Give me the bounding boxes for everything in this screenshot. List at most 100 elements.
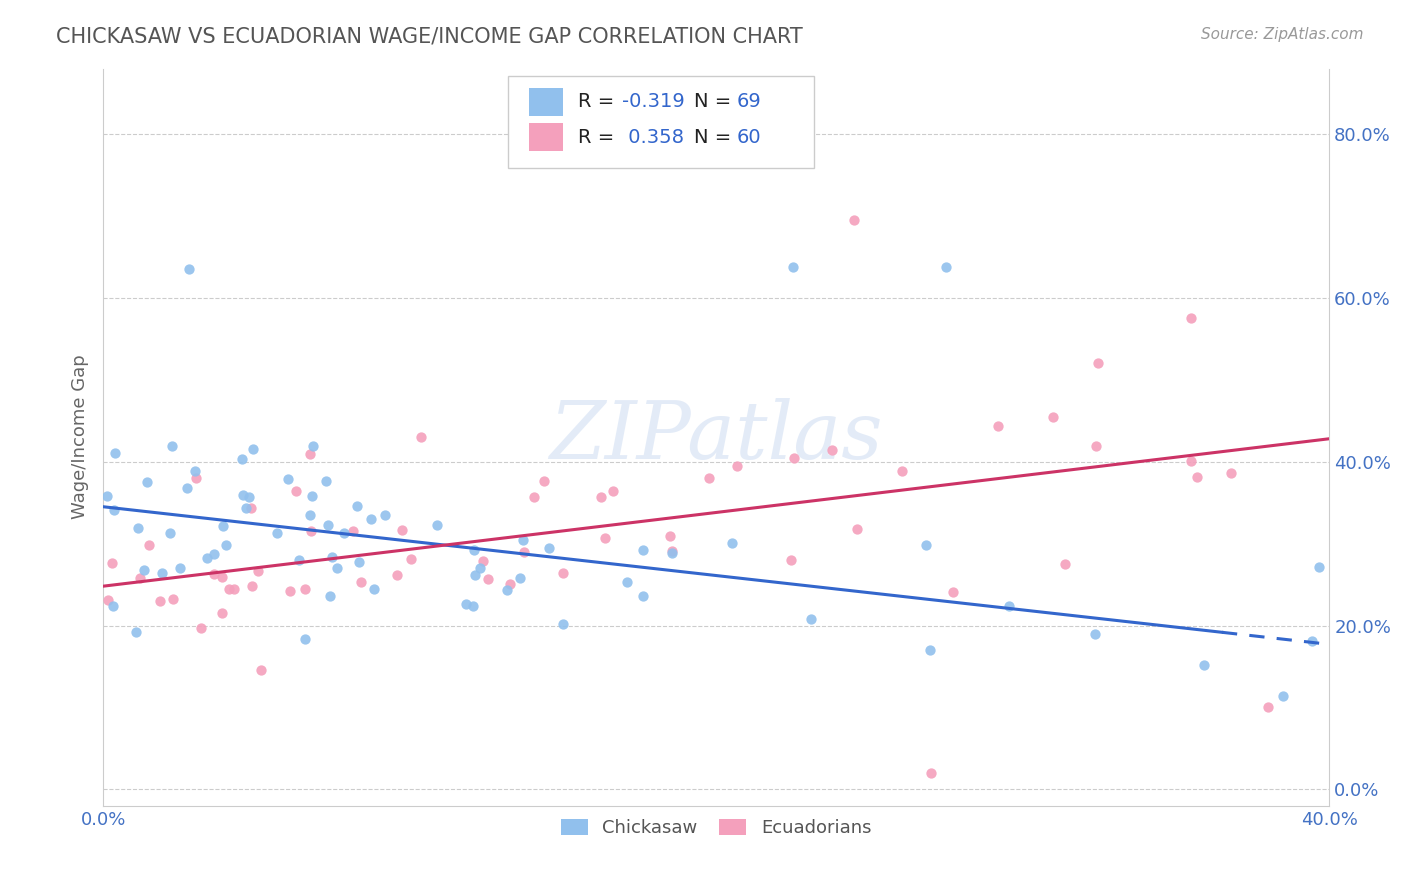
Point bbox=[553, 616, 575, 631]
Point bbox=[1257, 700, 1279, 714]
Point bbox=[633, 542, 655, 557]
Point bbox=[1220, 466, 1243, 480]
Point bbox=[1271, 690, 1294, 704]
Point bbox=[1180, 454, 1202, 468]
Point bbox=[149, 594, 172, 608]
Point bbox=[658, 529, 681, 543]
Point bbox=[301, 489, 323, 503]
Point bbox=[235, 500, 257, 515]
Text: Source: ZipAtlas.com: Source: ZipAtlas.com bbox=[1201, 27, 1364, 42]
FancyBboxPatch shape bbox=[529, 123, 562, 151]
Text: 0.358: 0.358 bbox=[621, 128, 683, 146]
Point bbox=[523, 490, 546, 504]
Point bbox=[551, 566, 574, 580]
Point bbox=[363, 582, 385, 597]
Point bbox=[138, 538, 160, 552]
Point bbox=[513, 545, 536, 559]
Point bbox=[595, 531, 617, 545]
Point bbox=[150, 566, 173, 581]
Point bbox=[347, 555, 370, 569]
Point bbox=[103, 503, 125, 517]
Point bbox=[890, 464, 912, 478]
Point bbox=[346, 499, 368, 513]
Text: R =: R = bbox=[578, 92, 620, 112]
Point bbox=[315, 475, 337, 489]
Point bbox=[914, 537, 936, 551]
Point bbox=[299, 524, 322, 538]
Point bbox=[631, 589, 654, 603]
Point bbox=[250, 663, 273, 677]
Point bbox=[97, 593, 120, 607]
Point bbox=[162, 592, 184, 607]
Point bbox=[231, 451, 253, 466]
Point bbox=[184, 464, 207, 478]
Point bbox=[468, 561, 491, 575]
Point bbox=[1084, 439, 1107, 453]
Y-axis label: Wage/Income Gap: Wage/Income Gap bbox=[72, 355, 89, 519]
Point bbox=[246, 564, 269, 578]
Legend: Chickasaw, Ecuadorians: Chickasaw, Ecuadorians bbox=[554, 812, 879, 845]
FancyBboxPatch shape bbox=[529, 87, 562, 116]
Point bbox=[661, 544, 683, 558]
Text: CHICKASAW VS ECUADORIAN WAGE/INCOME GAP CORRELATION CHART: CHICKASAW VS ECUADORIAN WAGE/INCOME GAP … bbox=[56, 27, 803, 46]
Point bbox=[287, 553, 309, 567]
Point bbox=[125, 625, 148, 640]
Point bbox=[325, 561, 347, 575]
Point bbox=[211, 570, 233, 584]
Point bbox=[186, 471, 208, 485]
Point bbox=[318, 590, 340, 604]
Point bbox=[284, 483, 307, 498]
Point bbox=[159, 525, 181, 540]
Text: N =: N = bbox=[695, 92, 738, 112]
Point bbox=[918, 643, 941, 657]
Point bbox=[699, 471, 721, 485]
Point bbox=[202, 548, 225, 562]
Point bbox=[101, 557, 124, 571]
Point bbox=[589, 491, 612, 505]
Point bbox=[496, 583, 519, 598]
Point bbox=[533, 474, 555, 488]
Point bbox=[616, 574, 638, 589]
Text: -0.319: -0.319 bbox=[621, 92, 685, 112]
Point bbox=[349, 575, 371, 590]
Point bbox=[987, 418, 1010, 433]
Point bbox=[721, 536, 744, 550]
Point bbox=[942, 584, 965, 599]
Point bbox=[232, 488, 254, 502]
Point bbox=[1194, 657, 1216, 672]
Point bbox=[162, 439, 184, 453]
Point bbox=[725, 458, 748, 473]
Point bbox=[780, 553, 803, 567]
Point bbox=[211, 607, 233, 621]
Point bbox=[477, 572, 499, 586]
Point bbox=[845, 522, 868, 536]
Point bbox=[426, 518, 449, 533]
FancyBboxPatch shape bbox=[508, 76, 814, 168]
Point bbox=[602, 483, 624, 498]
Point bbox=[472, 554, 495, 568]
Point bbox=[240, 579, 263, 593]
Point bbox=[464, 567, 486, 582]
Point bbox=[1308, 560, 1330, 574]
Point bbox=[842, 213, 865, 227]
Point bbox=[499, 576, 522, 591]
Point bbox=[176, 482, 198, 496]
Point bbox=[920, 766, 942, 780]
Point bbox=[399, 551, 422, 566]
Point bbox=[302, 439, 325, 453]
Point bbox=[509, 571, 531, 585]
Point bbox=[294, 632, 316, 646]
Point bbox=[321, 550, 343, 565]
Point bbox=[360, 511, 382, 525]
Point bbox=[1185, 470, 1208, 484]
Point bbox=[661, 546, 683, 560]
Point bbox=[461, 599, 484, 613]
Point bbox=[456, 597, 478, 611]
Text: N =: N = bbox=[695, 128, 738, 146]
Text: 60: 60 bbox=[737, 128, 762, 146]
Text: ZIPatlas: ZIPatlas bbox=[550, 399, 883, 475]
Point bbox=[385, 568, 408, 582]
Point bbox=[202, 566, 225, 581]
Point bbox=[1087, 355, 1109, 369]
Point bbox=[195, 550, 218, 565]
